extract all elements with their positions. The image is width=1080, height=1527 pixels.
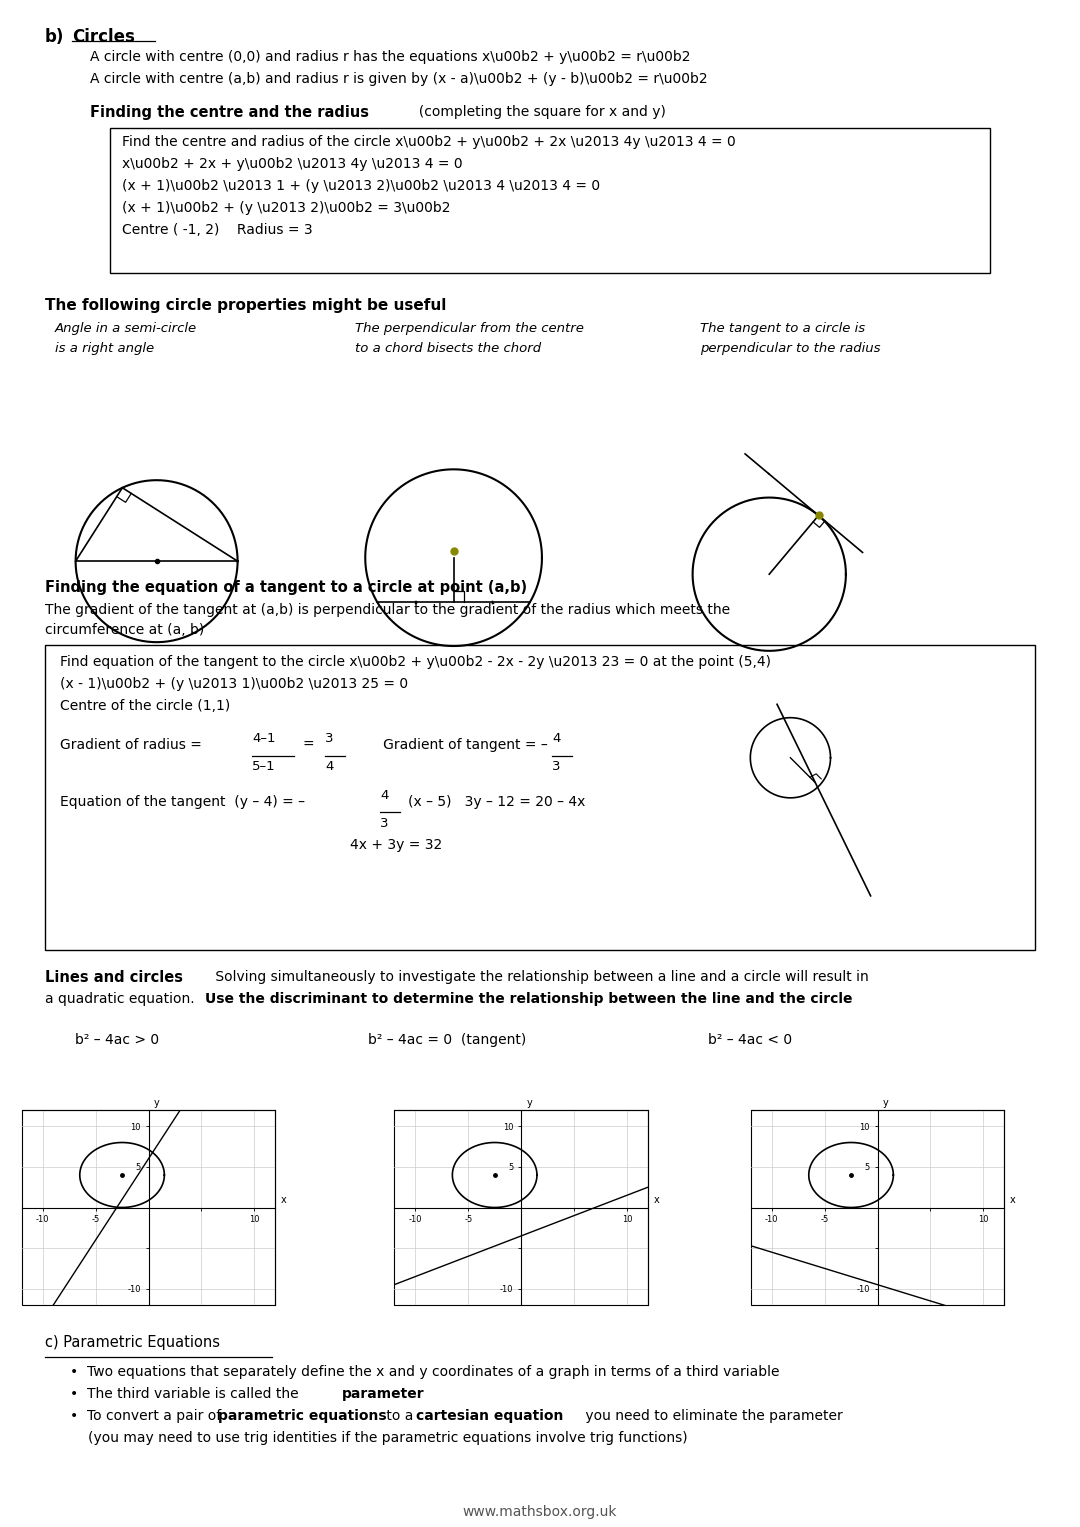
- Text: a quadratic equation.: a quadratic equation.: [45, 993, 199, 1006]
- Text: b): b): [45, 27, 65, 46]
- Text: 3: 3: [380, 817, 389, 831]
- Text: Gradient of tangent = –: Gradient of tangent = –: [370, 738, 548, 751]
- Text: 4: 4: [325, 760, 334, 773]
- Text: The tangent to a circle is: The tangent to a circle is: [700, 322, 865, 334]
- Text: •  The third variable is called the: • The third variable is called the: [70, 1387, 303, 1400]
- Text: cartesian equation: cartesian equation: [416, 1409, 564, 1423]
- Text: The perpendicular from the centre: The perpendicular from the centre: [355, 322, 584, 334]
- Text: you need to eliminate the parameter: you need to eliminate the parameter: [581, 1409, 842, 1423]
- Text: is a right angle: is a right angle: [55, 342, 154, 354]
- Text: to a: to a: [382, 1409, 418, 1423]
- Text: b² – 4ac = 0  (tangent): b² – 4ac = 0 (tangent): [368, 1032, 526, 1048]
- Text: to a chord bisects the chord: to a chord bisects the chord: [355, 342, 541, 354]
- Text: b² – 4ac > 0: b² – 4ac > 0: [75, 1032, 159, 1048]
- Text: Find the centre and radius of the circle x\u00b2 + y\u00b2 + 2x \u2013 4y \u2013: Find the centre and radius of the circle…: [122, 134, 735, 150]
- Text: y: y: [882, 1098, 889, 1109]
- Text: Circles: Circles: [72, 27, 135, 46]
- Text: circumference at (a, b): circumference at (a, b): [45, 623, 204, 637]
- Text: 4x + 3y = 32: 4x + 3y = 32: [350, 838, 442, 852]
- Text: A circle with centre (0,0) and radius r has the equations x\u00b2 + y\u00b2 = r\: A circle with centre (0,0) and radius r …: [90, 50, 690, 64]
- Text: Solving simultaneously to investigate the relationship between a line and a circ: Solving simultaneously to investigate th…: [211, 970, 868, 983]
- Text: A circle with centre (a,b) and radius r is given by (x - a)\u00b2 + (y - b)\u00b: A circle with centre (a,b) and radius r …: [90, 72, 707, 86]
- Text: •  Two equations that separately define the x and y coordinates of a graph in te: • Two equations that separately define t…: [70, 1365, 780, 1379]
- Text: (completing the square for x and y): (completing the square for x and y): [410, 105, 666, 119]
- Text: perpendicular to the radius: perpendicular to the radius: [700, 342, 880, 354]
- Text: x: x: [281, 1196, 286, 1205]
- Text: The gradient of the tangent at (a,b) is perpendicular to the gradient of the rad: The gradient of the tangent at (a,b) is …: [45, 603, 730, 617]
- Text: y: y: [153, 1098, 160, 1109]
- Text: y: y: [526, 1098, 532, 1109]
- Text: 5–1: 5–1: [252, 760, 275, 773]
- Text: (x - 1)\u00b2 + (y \u2013 1)\u00b2 \u2013 25 = 0: (x - 1)\u00b2 + (y \u2013 1)\u00b2 \u201…: [60, 676, 408, 692]
- Bar: [110, 128, 990, 273]
- Text: parametric equations: parametric equations: [218, 1409, 387, 1423]
- Text: Gradient of radius =: Gradient of radius =: [60, 738, 206, 751]
- Text: 4–1: 4–1: [252, 731, 275, 745]
- Text: 3: 3: [552, 760, 561, 773]
- Text: =: =: [302, 738, 313, 751]
- Text: 3: 3: [325, 731, 334, 745]
- Text: (x + 1)\u00b2 \u2013 1 + (y \u2013 2)\u00b2 \u2013 4 \u2013 4 = 0: (x + 1)\u00b2 \u2013 1 + (y \u2013 2)\u0…: [122, 179, 600, 192]
- Text: Finding the centre and the radius: Finding the centre and the radius: [90, 105, 369, 121]
- Text: x\u00b2 + 2x + y\u00b2 \u2013 4y \u2013 4 = 0: x\u00b2 + 2x + y\u00b2 \u2013 4y \u2013 …: [122, 157, 462, 171]
- Text: The following circle properties might be useful: The following circle properties might be…: [45, 298, 446, 313]
- Text: (x + 1)\u00b2 + (y \u2013 2)\u00b2 = 3\u00b2: (x + 1)\u00b2 + (y \u2013 2)\u00b2 = 3\u…: [122, 202, 450, 215]
- Text: c) Parametric Equations: c) Parametric Equations: [45, 1335, 220, 1350]
- Text: www.mathsbox.org.uk: www.mathsbox.org.uk: [462, 1506, 618, 1519]
- Text: Equation of the tangent  (y – 4) = –: Equation of the tangent (y – 4) = –: [60, 796, 305, 809]
- Text: Centre of the circle (1,1): Centre of the circle (1,1): [60, 699, 230, 713]
- Text: parameter: parameter: [342, 1387, 424, 1400]
- Bar: [45, 644, 1035, 950]
- Text: (x – 5)   3y – 12 = 20 – 4x: (x – 5) 3y – 12 = 20 – 4x: [408, 796, 585, 809]
- Text: 4: 4: [552, 731, 561, 745]
- Text: x: x: [1010, 1196, 1015, 1205]
- Text: •  To convert a pair of: • To convert a pair of: [70, 1409, 226, 1423]
- Text: Angle in a semi-circle: Angle in a semi-circle: [55, 322, 198, 334]
- Text: Find equation of the tangent to the circle x\u00b2 + y\u00b2 - 2x - 2y \u2013 23: Find equation of the tangent to the circ…: [60, 655, 771, 669]
- Text: Centre ( -1, 2)    Radius = 3: Centre ( -1, 2) Radius = 3: [122, 223, 312, 237]
- Text: 4: 4: [380, 789, 389, 802]
- Text: Finding the equation of a tangent to a circle at point (a,b): Finding the equation of a tangent to a c…: [45, 580, 527, 596]
- Text: Use the discriminant to determine the relationship between the line and the circ: Use the discriminant to determine the re…: [205, 993, 852, 1006]
- Text: x: x: [653, 1196, 659, 1205]
- Text: b² – 4ac < 0: b² – 4ac < 0: [708, 1032, 792, 1048]
- Text: Lines and circles: Lines and circles: [45, 970, 183, 985]
- Text: (you may need to use trig identities if the parametric equations involve trig fu: (you may need to use trig identities if …: [87, 1431, 688, 1445]
